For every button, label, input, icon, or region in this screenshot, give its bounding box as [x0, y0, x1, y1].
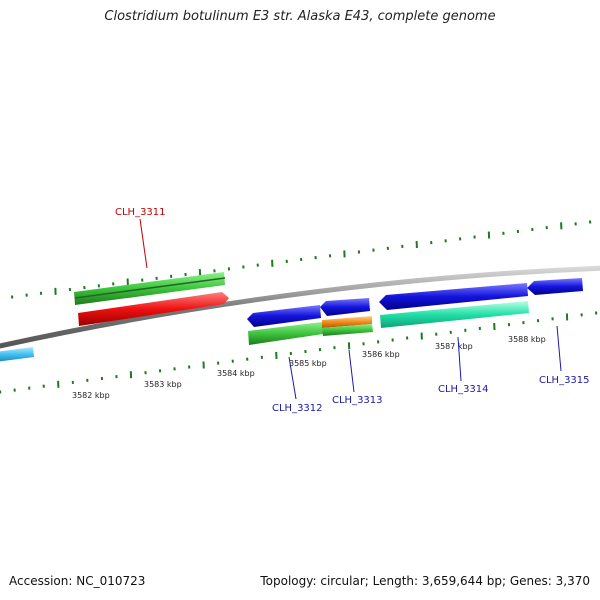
gene-label-clh3313[interactable]: CLH_3313	[332, 395, 383, 406]
scale-label-3582: 3582 kbp	[72, 391, 110, 400]
scale-labels: 3582 kbp 3583 kbp 3584 kbp 3585 kbp 3586…	[72, 335, 546, 400]
scale-label-3586: 3586 kbp	[362, 350, 400, 359]
scale-label-3588: 3588 kbp	[508, 335, 546, 344]
gene-label-clh3312[interactable]: CLH_3312	[272, 403, 323, 414]
scale-label-3585: 3585 kbp	[289, 359, 327, 368]
summary-text: Topology: circular; Length: 3,659,644 bp…	[260, 574, 590, 588]
scale-label-3584: 3584 kbp	[217, 369, 255, 378]
gene-cyan-left[interactable]	[0, 347, 34, 362]
inner-tick-marks	[0, 311, 598, 394]
gene-label-clh3315[interactable]: CLH_3315	[539, 375, 590, 386]
leader-clh3314	[457, 336, 462, 382]
gene-labels: CLH_3311 CLH_3312 CLH_3313 CLH_3314 CLH_…	[115, 207, 590, 414]
outer-tick-marks	[11, 220, 592, 299]
gene-blue-right[interactable]	[527, 278, 583, 295]
leader-clh3315	[556, 325, 562, 372]
accession-text: Accession: NC_010723	[9, 574, 146, 588]
genome-backbone	[0, 265, 600, 349]
gene-label-clh3311[interactable]: CLH_3311	[115, 207, 166, 218]
gene-aqua[interactable]	[380, 301, 529, 328]
scale-label-3587: 3587 kbp	[435, 342, 473, 351]
leader-clh3313	[348, 349, 355, 393]
gene-label-leaders	[139, 218, 562, 400]
gene-blue-long[interactable]	[379, 283, 528, 310]
gene-blue-1[interactable]	[247, 305, 321, 327]
gene-red-forward[interactable]	[78, 292, 229, 326]
leader-clh3311	[139, 218, 148, 269]
gene-blue-2[interactable]	[320, 298, 370, 316]
leader-clh3312	[288, 356, 297, 400]
scale-label-3583: 3583 kbp	[144, 380, 182, 389]
gene-features	[0, 272, 583, 362]
gene-green-lower[interactable]	[248, 322, 323, 345]
gene-label-clh3314[interactable]: CLH_3314	[438, 384, 489, 395]
gene-green-upper-stripe	[74, 277, 226, 299]
map-title: Clostridium botulinum E3 str. Alaska E43…	[104, 9, 496, 24]
gene-green-lower-2[interactable]	[322, 324, 373, 336]
